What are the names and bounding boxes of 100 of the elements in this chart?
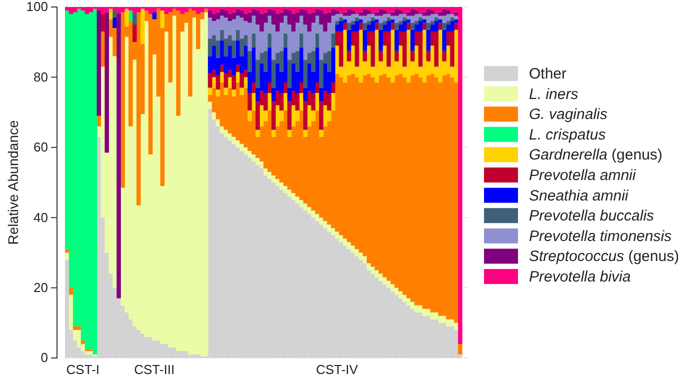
bar <box>334 10 340 14</box>
legend-label: G. vaginalis <box>529 106 608 124</box>
bar <box>264 50 268 72</box>
bar <box>366 263 371 270</box>
bar <box>350 46 356 74</box>
bar <box>132 14 137 25</box>
bar <box>271 130 276 137</box>
bar <box>378 16 383 23</box>
bar <box>216 7 220 12</box>
bar <box>240 144 244 151</box>
bar <box>342 22 348 30</box>
bar <box>346 22 352 30</box>
bar <box>248 50 252 72</box>
bar <box>283 92 288 111</box>
bar <box>224 88 228 95</box>
bar <box>430 7 435 11</box>
bar <box>168 7 172 12</box>
bar <box>438 16 442 20</box>
bar <box>450 319 454 326</box>
bar <box>330 92 336 111</box>
bar <box>216 12 220 20</box>
bar <box>422 7 427 12</box>
bar <box>378 75 383 274</box>
bar <box>311 50 316 72</box>
y-axis-title: Relative Abundance <box>5 120 21 245</box>
bar <box>240 10 244 18</box>
bar <box>370 266 375 274</box>
bar <box>438 7 442 12</box>
bar <box>426 22 431 30</box>
bar <box>382 74 387 278</box>
bar <box>386 32 391 67</box>
bar <box>418 305 423 312</box>
legend-label: Prevotella timonensis <box>529 228 672 245</box>
legend-label: Prevotella amnii <box>529 167 636 184</box>
bar <box>334 232 340 239</box>
bar <box>240 74 244 88</box>
bar <box>196 354 200 358</box>
bar <box>72 7 78 12</box>
bar <box>382 7 387 11</box>
bar <box>192 354 196 358</box>
bar <box>406 30 411 82</box>
bar <box>295 50 300 72</box>
bar <box>267 172 272 179</box>
bar <box>394 16 399 23</box>
bar <box>204 12 208 356</box>
bar <box>112 18 117 28</box>
bar <box>386 21 391 32</box>
bar <box>398 14 403 22</box>
bar <box>248 12 252 23</box>
bar <box>144 7 149 11</box>
bar <box>311 210 316 218</box>
bar <box>366 14 371 22</box>
bar <box>458 7 462 344</box>
bar <box>386 77 391 281</box>
y-tick-label: 60 <box>34 140 48 155</box>
bar <box>120 12 125 188</box>
bar <box>232 136 236 144</box>
bar <box>394 22 399 30</box>
bar <box>96 10 102 116</box>
bar <box>104 12 109 153</box>
bar <box>311 7 316 12</box>
y-tick-label: 40 <box>34 210 48 225</box>
bar <box>327 7 332 12</box>
bar <box>342 30 348 82</box>
bar <box>124 8 129 26</box>
bar <box>422 30 427 82</box>
bar <box>68 294 74 330</box>
bar <box>299 200 304 208</box>
bar <box>358 16 364 20</box>
bar <box>236 140 240 148</box>
bar <box>422 16 427 20</box>
bar <box>248 150 252 158</box>
bar <box>120 7 125 12</box>
bar <box>68 288 74 295</box>
y-tick-label: 20 <box>34 280 48 295</box>
bar <box>323 7 328 14</box>
bar <box>382 10 387 14</box>
bar <box>358 22 364 30</box>
bar <box>374 16 379 20</box>
legend-label: Prevotella buccalis <box>529 208 655 225</box>
bar <box>358 7 364 12</box>
bar <box>80 340 86 344</box>
bar <box>454 322 458 330</box>
bar <box>88 7 94 12</box>
bar <box>410 302 415 309</box>
bar <box>362 50 368 62</box>
bar <box>208 7 212 11</box>
bar <box>303 7 308 11</box>
bar <box>442 22 446 30</box>
bar <box>350 7 356 11</box>
bar <box>418 21 423 32</box>
bar <box>291 193 296 200</box>
bar <box>271 175 276 182</box>
bar <box>184 7 188 12</box>
bar <box>418 18 423 22</box>
bar <box>112 7 117 11</box>
bar <box>264 92 268 111</box>
x-tick-label: CST-IV <box>316 362 358 378</box>
bar <box>370 7 375 14</box>
bar <box>354 7 360 14</box>
